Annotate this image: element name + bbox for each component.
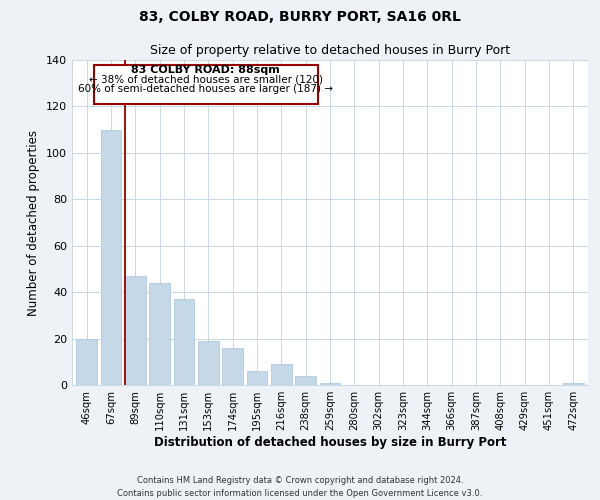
Text: 83, COLBY ROAD, BURRY PORT, SA16 0RL: 83, COLBY ROAD, BURRY PORT, SA16 0RL bbox=[139, 10, 461, 24]
Text: 83 COLBY ROAD: 88sqm: 83 COLBY ROAD: 88sqm bbox=[131, 66, 280, 76]
Text: ← 38% of detached houses are smaller (120): ← 38% of detached houses are smaller (12… bbox=[89, 74, 323, 85]
Bar bbox=[101, 130, 121, 385]
Bar bbox=[320, 382, 340, 385]
Bar bbox=[94, 64, 318, 104]
Title: Size of property relative to detached houses in Burry Port: Size of property relative to detached ho… bbox=[150, 44, 510, 58]
Text: Contains public sector information licensed under the Open Government Licence v3: Contains public sector information licen… bbox=[118, 488, 482, 498]
Bar bbox=[271, 364, 292, 385]
X-axis label: Distribution of detached houses by size in Burry Port: Distribution of detached houses by size … bbox=[154, 436, 506, 449]
Bar bbox=[149, 283, 170, 385]
Text: Contains HM Land Registry data © Crown copyright and database right 2024.: Contains HM Land Registry data © Crown c… bbox=[137, 476, 463, 485]
Bar bbox=[198, 341, 218, 385]
Bar bbox=[125, 276, 146, 385]
Bar bbox=[247, 371, 268, 385]
Bar bbox=[563, 382, 584, 385]
Bar bbox=[222, 348, 243, 385]
Text: 60% of semi-detached houses are larger (187) →: 60% of semi-detached houses are larger (… bbox=[79, 84, 334, 94]
Bar bbox=[76, 338, 97, 385]
Bar bbox=[173, 299, 194, 385]
Y-axis label: Number of detached properties: Number of detached properties bbox=[28, 130, 40, 316]
Bar bbox=[295, 376, 316, 385]
